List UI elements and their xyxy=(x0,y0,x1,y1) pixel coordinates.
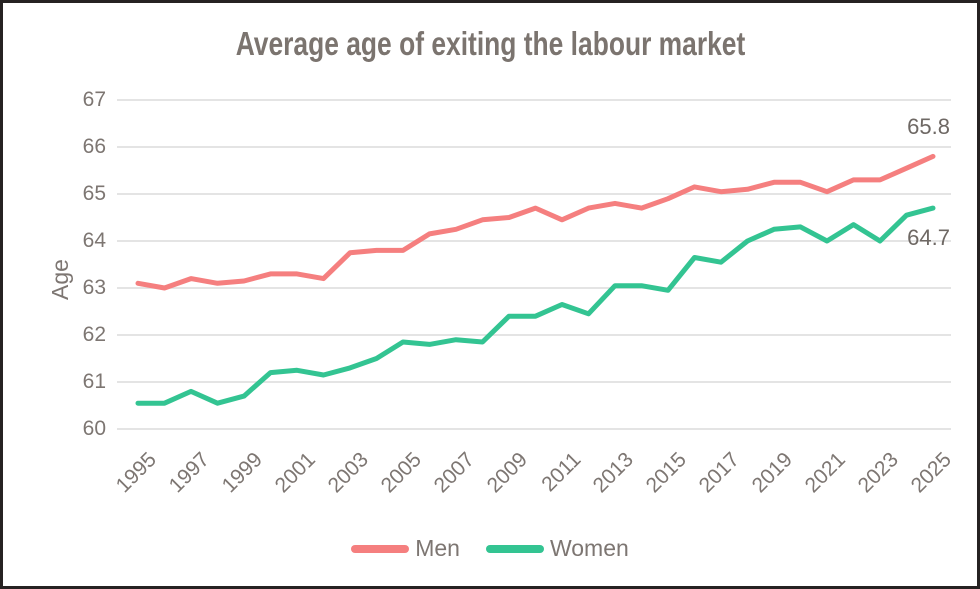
chart-title-text: Average age of exiting the labour market xyxy=(235,25,745,62)
chart-legend: Men Women xyxy=(3,535,977,562)
y-tick-label: 66 xyxy=(82,135,106,158)
legend-item-women: Women xyxy=(485,535,629,562)
line-chart-plot-area xyxy=(117,99,951,430)
women-line-swatch xyxy=(485,544,544,553)
y-tick-label: 64 xyxy=(82,229,106,252)
value-label-women: 64.7 xyxy=(907,225,950,251)
series-line-men xyxy=(135,153,936,291)
y-tick-label: 67 xyxy=(82,88,106,111)
legend-item-men: Men xyxy=(351,535,460,562)
men-line-swatch xyxy=(351,544,410,553)
series-line-women xyxy=(135,205,936,406)
value-label-men: 65.8 xyxy=(907,114,950,140)
chart-title: Average age of exiting the labour market xyxy=(3,25,977,63)
y-tick-label: 65 xyxy=(82,182,106,205)
legend-label-women: Women xyxy=(549,535,629,561)
y-tick-label: 60 xyxy=(82,417,106,440)
y-tick-label: 61 xyxy=(82,370,106,393)
legend-label-men: Men xyxy=(415,535,460,561)
y-tick-label: 63 xyxy=(82,276,106,299)
y-tick-label: 62 xyxy=(82,323,106,346)
